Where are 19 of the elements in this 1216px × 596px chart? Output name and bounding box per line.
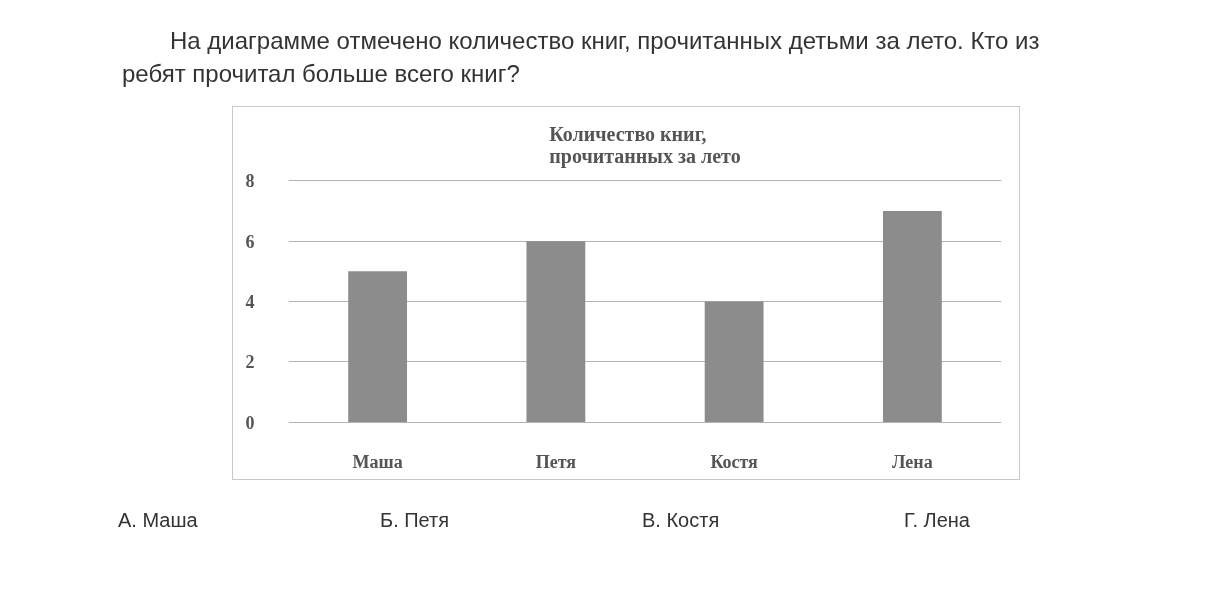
x-tick-label: Костя [710,451,759,472]
bar [704,301,764,423]
bar [882,211,942,423]
x-tick-label: Лена [892,451,933,472]
text: Б. Петя [380,509,450,531]
bar [348,271,408,423]
text: На диаграмме отмечено количество книг, прочитанных детьми за лето. Кто из ребят прочитал больше всего книг? [122,26,1041,89]
text: А. Маша [118,509,198,531]
y-tick-label: 4 [245,292,255,312]
y-tick-label: 0 [245,412,255,433]
y-tick-label: 8 [245,171,255,192]
x-tick-label: Маша [352,451,403,472]
y-tick-label: 6 [245,231,255,252]
text: Г. Лена [904,509,970,531]
bar [526,241,586,423]
chart-title: Количество книг, прочитанных за лето [549,122,741,168]
text: В. Костя [642,509,720,531]
y-tick-label: 2 [245,352,255,373]
x-tick-label: Петя [535,451,577,472]
